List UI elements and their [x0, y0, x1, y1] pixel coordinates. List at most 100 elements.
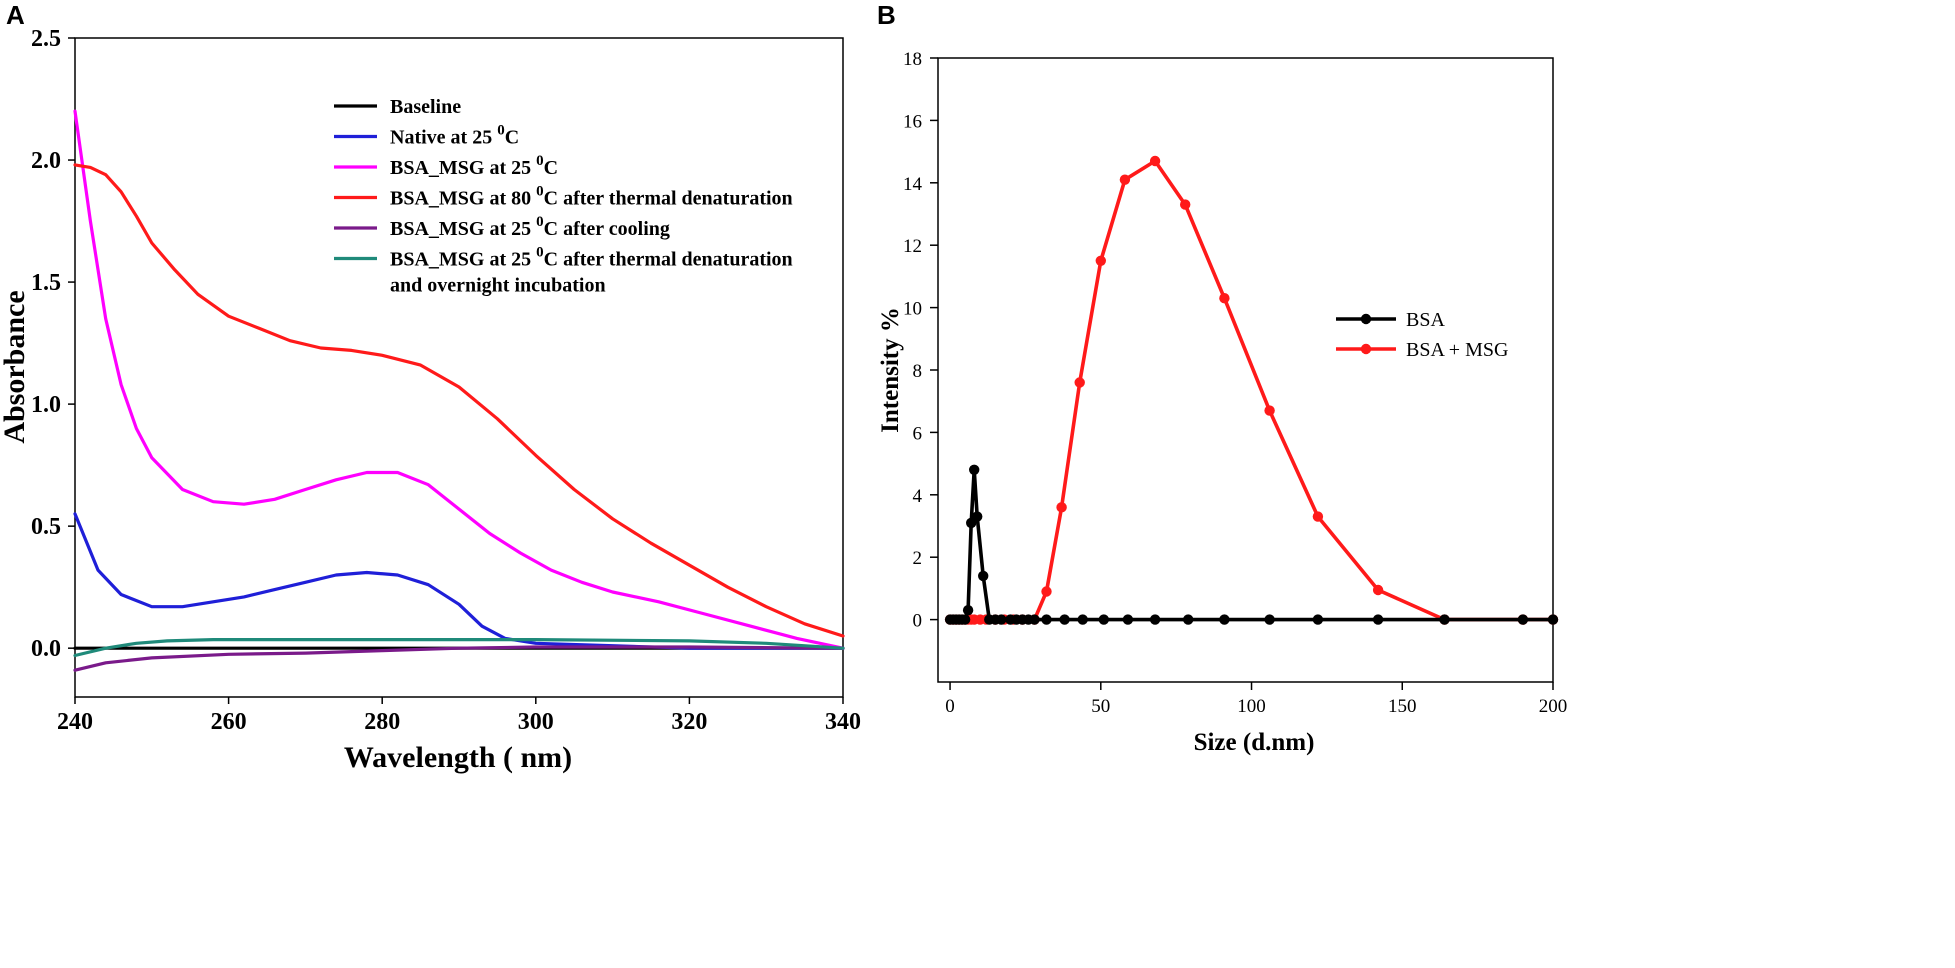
panel-a-x-tick-label: 240 — [57, 709, 93, 735]
data-point-bsa — [1312, 614, 1324, 625]
data-point-bsa — [1098, 614, 1110, 625]
data-point-bsa — [1517, 614, 1529, 625]
legend-label-bsa-msg-at-25-c-after-cooling: BSA_MSG at 25 0C after cooling — [390, 214, 670, 240]
data-point-bsa — [1059, 614, 1070, 625]
data-point-bsa — [962, 605, 974, 616]
panel-a-y-axis-title: Absorbance — [0, 290, 31, 443]
data-point-bsa-msg — [1119, 174, 1131, 185]
panel-a-y-tick-label: 0.5 — [31, 514, 61, 540]
panel-b-plot-frame — [937, 57, 1554, 683]
legend-label-bsa-msg-at-25-c-after-thermal-denaturation-and-overnight-incubation: BSA_MSG at 25 0C after thermal denaturat… — [390, 245, 793, 271]
panel-b-x-tick-label: 150 — [1388, 696, 1417, 717]
panel-b-y-tick-label: 4 — [913, 486, 923, 507]
panel-a: A 240 260 280 300 320 340 0.0 0.5 1.0 1.5 2.0 2.5 W… — [0, 0, 861, 774]
data-point-bsa — [1183, 614, 1194, 625]
panel-b-x-tick-label: 100 — [1237, 696, 1266, 717]
series-line-bsa-msg-at-80-c-after-thermal-denaturation — [73, 163, 845, 638]
panel-b-x-axis-title: Size (d.nm) — [1194, 729, 1315, 756]
panel-a-x-tick-label: 260 — [211, 709, 247, 735]
data-point-bsa — [1264, 614, 1275, 625]
panel-b-y-axis-title: Intensity % — [877, 307, 904, 433]
panel-b-x-tick-label: 50 — [1091, 696, 1110, 717]
data-point-bsa — [1372, 614, 1384, 625]
legend-label-main: BSA_MSG at 25 — [390, 218, 536, 240]
panel-a-series — [73, 109, 845, 672]
panel-a-label: A — [6, 0, 25, 30]
data-point-bsa — [1149, 614, 1161, 625]
legend-label-superscript: 0 — [536, 153, 544, 169]
legend-label-bsa-msg: BSA + MSG — [1406, 339, 1508, 361]
panel-b-y-tick-label: 2 — [913, 548, 923, 569]
series-line-bsa-msg-at-25-c — [73, 109, 845, 650]
legend-label-superscript: 0 — [536, 214, 544, 230]
panel-b-y-tick-label: 16 — [903, 111, 922, 132]
data-point-bsa — [972, 511, 983, 522]
series-line-bsa — [950, 468, 1553, 622]
panel-a-x-tick-label: 300 — [518, 709, 554, 735]
series-line-bsa-msg — [950, 159, 1553, 622]
legend-label-main: BSA_MSG at 80 — [390, 188, 536, 210]
panel-a-y-tick-label: 2.5 — [31, 26, 61, 52]
legend-label-main: Native at 25 — [390, 127, 497, 149]
panel-b-y-tick-label: 10 — [903, 299, 922, 320]
panel-b-ticks: 0 50 100 150 200 0 2 4 6 8 10 12 14 16 18 — [903, 49, 1567, 717]
panel-b-legend: BSA BSA + MSG — [1336, 309, 1508, 361]
legend-label-line2: and overnight incubation — [390, 275, 606, 297]
data-point-bsa — [969, 464, 980, 475]
data-point-bsa-msg — [1312, 511, 1324, 522]
data-point-bsa — [996, 614, 1007, 625]
panel-b-y-tick-label: 8 — [913, 361, 923, 382]
legend-label-tail: C after cooling — [544, 218, 670, 240]
panel-a-x-axis-title: Wavelength ( nm) — [344, 741, 572, 774]
series-bsa — [944, 464, 1559, 625]
data-point-bsa-msg — [1041, 586, 1052, 597]
panel-b-series — [944, 155, 1559, 625]
data-point-bsa — [978, 570, 989, 582]
legend-label-tail: C — [505, 127, 519, 149]
panel-a-y-tick-label: 1.0 — [31, 392, 61, 418]
data-point-bsa — [1041, 614, 1052, 625]
panel-a-y-tick-label: 0.0 — [31, 636, 61, 662]
legend-label-bsa-msg-at-25-c: BSA_MSG at 25 0C — [390, 153, 558, 179]
data-point-bsa-msg — [1095, 255, 1107, 266]
panel-b-y-tick-label: 12 — [903, 236, 922, 257]
data-point-bsa — [1122, 614, 1134, 625]
panel-b: B 0 50 100 150 200 0 2 4 6 8 10 12 14 16 18 Size (d.nm… — [877, 0, 1567, 756]
series-line-bsa-msg-at-25-c-after-cooling — [73, 645, 845, 672]
panel-b-label: B — [877, 0, 896, 30]
data-point-bsa — [959, 614, 971, 625]
panel-a-y-tick-label: 2.0 — [31, 148, 61, 174]
data-point-bsa-msg — [1264, 405, 1275, 416]
series-line-bsa-msg-at-25-c-after-thermal-denaturation-and-overnight-incubation — [73, 638, 845, 658]
data-point-bsa-msg — [1074, 377, 1085, 388]
data-point-bsa-msg — [1180, 199, 1191, 210]
panel-b-x-tick-label: 0 — [945, 696, 955, 717]
legend-label-superscript: 0 — [497, 123, 505, 139]
legend-marker-bsa — [1360, 313, 1372, 325]
legend-label-native-at-25-c: Native at 25 0C — [390, 123, 519, 149]
legend-label-superscript: 0 — [536, 184, 544, 200]
data-point-bsa — [1439, 614, 1450, 625]
legend-label-tail: C after thermal denaturation — [544, 249, 793, 271]
legend-label-bsa-msg-at-80-c-after-thermal-denaturation: BSA_MSG at 80 0C after thermal denaturat… — [390, 184, 793, 210]
legend-marker-bsa-msg — [1360, 343, 1372, 355]
panel-a-plot-frame — [74, 37, 844, 698]
panel-b-y-tick-label: 14 — [903, 174, 923, 195]
data-point-bsa-msg — [1149, 155, 1161, 167]
data-point-bsa — [1077, 614, 1088, 625]
data-point-bsa-msg — [1219, 293, 1230, 304]
series-bsa-msg — [944, 155, 1559, 625]
legend-label-tail: C after thermal denaturation — [544, 188, 793, 210]
panel-a-ticks: 240 260 280 300 320 340 0.0 0.5 1.0 1.5 2.0 2.5 — [31, 26, 861, 735]
legend-label-main: BSA_MSG at 25 — [390, 249, 536, 271]
data-point-bsa-msg — [1056, 502, 1067, 513]
legend-label-baseline: Baseline — [390, 96, 461, 118]
panel-b-x-tick-label: 200 — [1539, 696, 1568, 717]
legend-label-tail: C — [544, 157, 558, 179]
series-line-native-at-25-c — [73, 512, 845, 650]
panel-a-x-tick-label: 280 — [364, 709, 400, 735]
panel-a-x-tick-label: 320 — [671, 709, 707, 735]
data-point-bsa-msg — [1372, 584, 1384, 596]
data-point-bsa — [1029, 614, 1040, 625]
